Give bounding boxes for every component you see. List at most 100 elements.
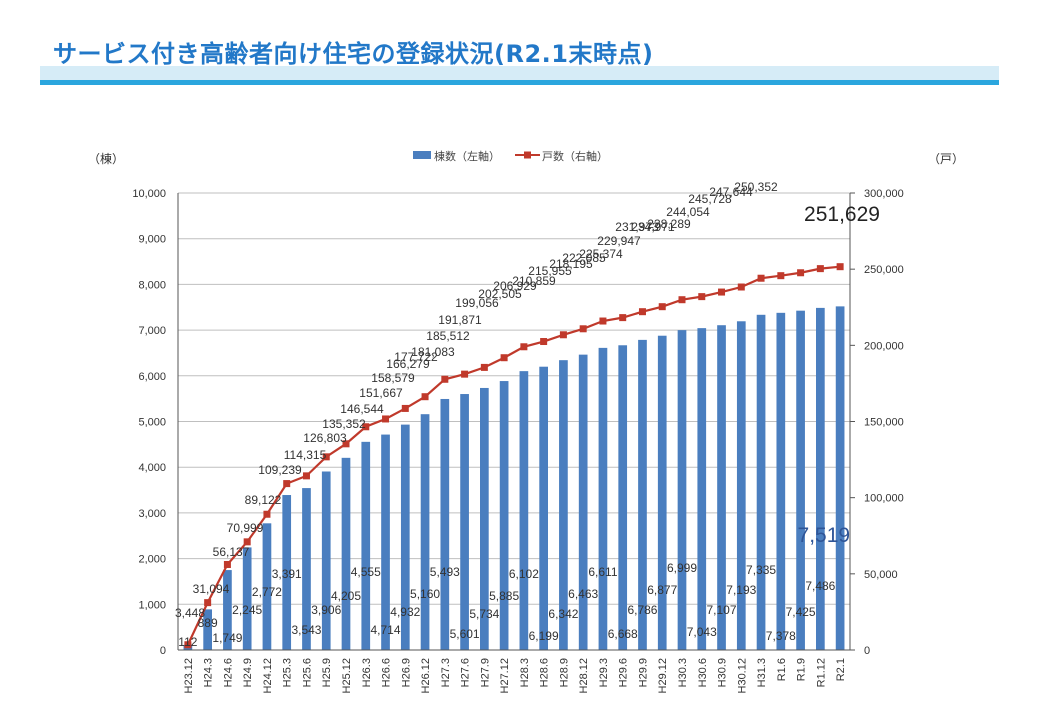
bar-value-label: 4,205 bbox=[331, 589, 361, 603]
bar-value-label: 3,543 bbox=[291, 623, 321, 637]
line-value-label: 210,859 bbox=[512, 274, 556, 288]
line-value-label: 177,722 bbox=[394, 350, 438, 364]
bar-value-label: 6,199 bbox=[529, 629, 559, 643]
line-point bbox=[480, 363, 488, 371]
bar-value-label: 6,999 bbox=[667, 561, 697, 575]
line-point bbox=[401, 404, 409, 412]
bar bbox=[262, 523, 272, 650]
page-title: サービス付き高齢者向け住宅の登録状況(R2.1末時点) bbox=[53, 40, 654, 68]
bar-value-label: 7,486 bbox=[805, 579, 835, 593]
bar-value-label: 7,519 bbox=[798, 524, 851, 547]
bar-value-label: 7,425 bbox=[786, 605, 816, 619]
line-value-label: 229,947 bbox=[597, 234, 641, 248]
line-point bbox=[322, 453, 330, 461]
x-tick-label: H25.12 bbox=[341, 658, 353, 693]
line-value-label: 251,629 bbox=[804, 203, 880, 226]
bar bbox=[302, 488, 311, 650]
bar bbox=[242, 547, 252, 650]
right-tick-label: 250,000 bbox=[864, 264, 904, 276]
line-point bbox=[243, 538, 251, 546]
legend-line-marker bbox=[524, 151, 531, 159]
bar bbox=[480, 387, 489, 650]
bar bbox=[736, 321, 746, 650]
bar bbox=[559, 360, 568, 650]
line-value-label: 247,644 bbox=[709, 185, 753, 199]
x-tick-label: H25.9 bbox=[321, 658, 333, 687]
x-tick-label: H30.9 bbox=[717, 658, 729, 687]
bar-value-label: 6,668 bbox=[608, 627, 638, 641]
bar-value-label: 5,160 bbox=[410, 587, 440, 601]
x-tick-label: H29.6 bbox=[618, 658, 630, 687]
line-point bbox=[579, 325, 587, 333]
x-tick-label: H27.12 bbox=[499, 658, 511, 693]
bar-value-label: 3,906 bbox=[311, 603, 341, 617]
line-value-label: 202,505 bbox=[478, 287, 522, 301]
series-line bbox=[186, 265, 841, 646]
x-tick-label: H24.3 bbox=[203, 658, 215, 687]
line-point bbox=[559, 331, 567, 339]
line-value-label: 31,094 bbox=[193, 582, 230, 596]
line-value-label: 146,544 bbox=[340, 402, 384, 416]
bar-value-label: 5,493 bbox=[430, 565, 460, 579]
bar bbox=[361, 441, 371, 650]
bar bbox=[203, 609, 212, 650]
line-point bbox=[441, 375, 449, 383]
bar bbox=[717, 325, 726, 650]
x-tick-label: H26.9 bbox=[400, 658, 412, 687]
bar bbox=[816, 307, 825, 650]
legend-bar-label: 棟数（左軸） bbox=[434, 149, 500, 163]
legend: 棟数（左軸） 戸数（右軸） bbox=[413, 149, 608, 163]
bar-value-label: 3,391 bbox=[272, 567, 302, 581]
line-point bbox=[263, 510, 271, 518]
right-axis-unit: （戸） bbox=[928, 152, 964, 166]
left-tick-label: 2,000 bbox=[138, 554, 166, 566]
left-tick-label: 5,000 bbox=[138, 417, 166, 429]
bar-value-label: 6,102 bbox=[509, 567, 539, 581]
bar-value-label: 2,245 bbox=[232, 603, 262, 617]
bar-series bbox=[183, 306, 845, 650]
line-point bbox=[342, 440, 350, 448]
line-point bbox=[461, 370, 469, 378]
bar-value-label: 4,932 bbox=[390, 605, 420, 619]
bar-value-label: 6,877 bbox=[647, 583, 677, 597]
x-tick-label: H27.9 bbox=[479, 658, 491, 687]
line-point bbox=[638, 308, 646, 316]
x-tick-label: H26.12 bbox=[420, 658, 432, 693]
legend-bar-swatch bbox=[413, 151, 431, 159]
line-value-label: 3,448 bbox=[175, 606, 205, 620]
bar bbox=[835, 306, 845, 650]
title-band bbox=[40, 66, 999, 80]
x-tick-label: H31.3 bbox=[756, 658, 768, 687]
right-tick-label: 0 bbox=[864, 645, 870, 657]
bar bbox=[400, 424, 410, 650]
x-tick-label: R1.6 bbox=[776, 658, 788, 681]
bar bbox=[796, 310, 805, 650]
right-tick-label: 150,000 bbox=[864, 417, 904, 429]
line-value-label: 245,728 bbox=[688, 192, 732, 206]
line-point bbox=[421, 393, 429, 401]
x-tick-label: H30.12 bbox=[736, 658, 748, 693]
line-value-label: 151,667 bbox=[359, 386, 403, 400]
line-value-label: 70,999 bbox=[227, 521, 264, 535]
line-point bbox=[520, 343, 528, 351]
line-point bbox=[658, 303, 666, 311]
bar bbox=[381, 434, 390, 650]
left-tick-label: 9,000 bbox=[138, 234, 166, 246]
line-value-label: 244,054 bbox=[666, 205, 710, 219]
bar-value-label: 889 bbox=[198, 616, 218, 630]
x-tick-label: H25.6 bbox=[301, 658, 313, 687]
line-value-label: 191,871 bbox=[438, 313, 482, 327]
bar bbox=[499, 381, 509, 650]
line-value-label: 199,056 bbox=[455, 296, 499, 310]
line-point bbox=[678, 296, 686, 304]
bar-value-label: 2,772 bbox=[252, 585, 282, 599]
bar-value-label: 1,749 bbox=[212, 631, 242, 645]
bar bbox=[539, 366, 548, 650]
line-value-label: 185,512 bbox=[426, 329, 470, 343]
line-point bbox=[698, 293, 706, 301]
line-point bbox=[362, 423, 370, 431]
x-tick-label: H28.6 bbox=[539, 658, 551, 687]
bar bbox=[756, 314, 766, 650]
